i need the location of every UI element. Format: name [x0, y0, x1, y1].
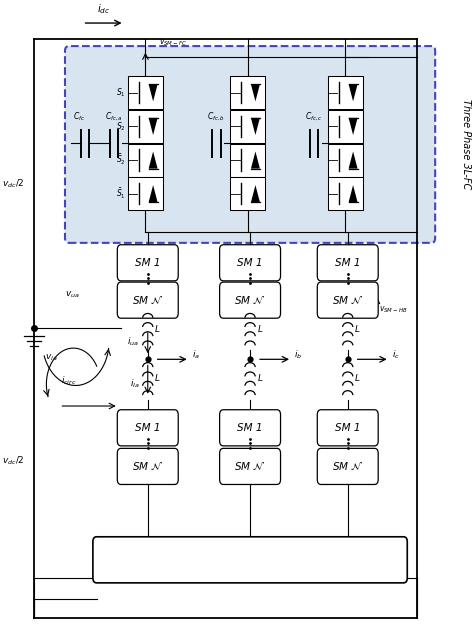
FancyBboxPatch shape — [117, 245, 178, 281]
Text: $C_{fc,c}$: $C_{fc,c}$ — [305, 111, 323, 123]
FancyBboxPatch shape — [317, 410, 378, 446]
Text: $C_{fc}$: $C_{fc}$ — [73, 111, 85, 123]
Text: Three Phase 3L-FC: Three Phase 3L-FC — [192, 553, 308, 566]
FancyBboxPatch shape — [219, 410, 281, 446]
FancyBboxPatch shape — [219, 448, 281, 484]
Polygon shape — [149, 118, 157, 135]
Polygon shape — [251, 185, 260, 202]
Bar — [328, 76, 363, 109]
Bar — [230, 177, 265, 210]
Polygon shape — [251, 84, 260, 101]
FancyBboxPatch shape — [317, 448, 378, 484]
Bar — [328, 110, 363, 143]
Bar — [230, 76, 265, 109]
FancyBboxPatch shape — [117, 448, 178, 484]
FancyBboxPatch shape — [317, 245, 378, 281]
Text: $v_{la}$: $v_{la}$ — [46, 353, 58, 363]
Bar — [328, 143, 363, 176]
Bar — [230, 110, 265, 143]
Bar — [128, 177, 163, 210]
FancyBboxPatch shape — [93, 537, 407, 583]
Text: SM 1: SM 1 — [135, 258, 161, 268]
Polygon shape — [348, 152, 357, 169]
Text: $L$: $L$ — [154, 323, 161, 334]
FancyBboxPatch shape — [219, 282, 281, 318]
Text: SM $\mathcal{N}$: SM $\mathcal{N}$ — [132, 294, 164, 306]
Text: $i_a$: $i_a$ — [192, 348, 200, 361]
Polygon shape — [251, 118, 260, 135]
FancyBboxPatch shape — [219, 245, 281, 281]
Text: $C_{fc,b}$: $C_{fc,b}$ — [207, 111, 225, 123]
Text: $L$: $L$ — [354, 373, 361, 384]
Text: $i_c$: $i_c$ — [392, 348, 400, 361]
Polygon shape — [348, 118, 357, 135]
Text: $v_{SM-FC}$: $v_{SM-FC}$ — [159, 37, 187, 48]
Polygon shape — [251, 152, 260, 169]
Text: SM 1: SM 1 — [335, 258, 361, 268]
FancyBboxPatch shape — [117, 410, 178, 446]
Text: $v_{ua}$: $v_{ua}$ — [64, 289, 79, 300]
Polygon shape — [348, 185, 357, 202]
Text: $L$: $L$ — [256, 373, 263, 384]
Text: $v_{dc}/2$: $v_{dc}/2$ — [2, 454, 24, 467]
Polygon shape — [348, 84, 357, 101]
FancyBboxPatch shape — [65, 46, 435, 243]
FancyBboxPatch shape — [317, 282, 378, 318]
Text: $S_2$: $S_2$ — [116, 120, 126, 133]
Bar — [128, 143, 163, 176]
Text: $\bar{S}_2$: $\bar{S}_2$ — [116, 153, 126, 167]
Text: Three Phase 3L-FC: Three Phase 3L-FC — [461, 100, 471, 190]
Text: $L$: $L$ — [354, 323, 361, 334]
Text: $L$: $L$ — [256, 323, 263, 334]
Text: SM 1: SM 1 — [335, 423, 361, 433]
Text: SM $\mathcal{N}$: SM $\mathcal{N}$ — [332, 294, 364, 306]
Text: SM $\mathcal{N}$: SM $\mathcal{N}$ — [332, 460, 364, 472]
Text: $i_{dc}$: $i_{dc}$ — [97, 2, 110, 16]
Text: $i_b$: $i_b$ — [294, 348, 302, 361]
Polygon shape — [149, 185, 157, 202]
FancyBboxPatch shape — [117, 282, 178, 318]
Text: $v_{SM-HB}$: $v_{SM-HB}$ — [379, 304, 408, 314]
Text: $S_1$: $S_1$ — [116, 86, 126, 99]
Polygon shape — [149, 152, 157, 169]
Bar — [128, 76, 163, 109]
Text: $\bar{S}_1$: $\bar{S}_1$ — [116, 186, 126, 201]
Text: SM $\mathcal{N}$: SM $\mathcal{N}$ — [132, 460, 164, 472]
Text: $C_{fc,a}$: $C_{fc,a}$ — [105, 111, 123, 123]
Text: SM $\mathcal{N}$: SM $\mathcal{N}$ — [234, 294, 266, 306]
Text: SM 1: SM 1 — [135, 423, 161, 433]
Text: $L$: $L$ — [154, 373, 161, 384]
Bar — [128, 110, 163, 143]
Text: SM 1: SM 1 — [237, 423, 263, 433]
Text: $v_{dc}/2$: $v_{dc}/2$ — [2, 177, 24, 190]
Text: $i_{ua}$: $i_{ua}$ — [128, 335, 139, 348]
Text: $i_{la}$: $i_{la}$ — [130, 378, 139, 391]
Text: SM 1: SM 1 — [237, 258, 263, 268]
Text: $i_{circ}$: $i_{circ}$ — [61, 375, 77, 387]
Bar — [230, 143, 265, 176]
Bar — [328, 177, 363, 210]
Text: SM $\mathcal{N}$: SM $\mathcal{N}$ — [234, 460, 266, 472]
Polygon shape — [149, 84, 157, 101]
